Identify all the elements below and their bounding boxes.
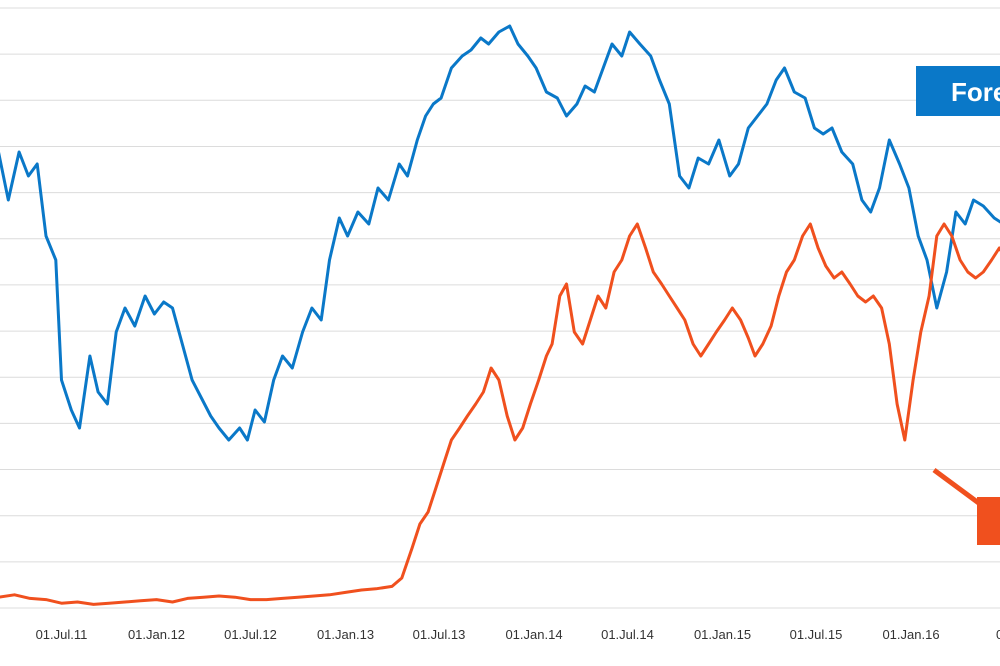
legend-fore-label: Fore [951,77,1000,107]
x-tick-label: 01.Jul.14 [601,627,654,642]
legend-fore: Fore [916,66,1000,116]
x-tick-label: 01.Jan.14 [505,627,562,642]
orange-annotation [932,467,1000,545]
annotation-box [977,497,1000,545]
x-tick-label: 01.Jan.12 [128,627,185,642]
gridlines [0,7,1000,609]
x-tick-label: 01.Jul.12 [224,627,277,642]
x-tick-label: 01. [996,627,1000,642]
x-tick-label: 01.Jul.15 [790,627,843,642]
series-line-blue [0,24,1000,442]
series-line-orange [0,222,1000,606]
x-tick-label: 01.Jul.11 [36,627,88,642]
x-tick-label: 01.Jan.16 [882,627,939,642]
x-tick-label: 01.Jan.15 [694,627,751,642]
annotation-connector [932,467,982,507]
x-axis: 1101.Jul.1101.Jan.1201.Jul.1201.Jan.1301… [36,627,1000,642]
legend-fore-swatch [916,66,1000,116]
x-tick-label: 01.Jul.13 [413,627,466,642]
series-layer [0,24,1000,606]
x-tick-label: 01.Jan.13 [317,627,374,642]
